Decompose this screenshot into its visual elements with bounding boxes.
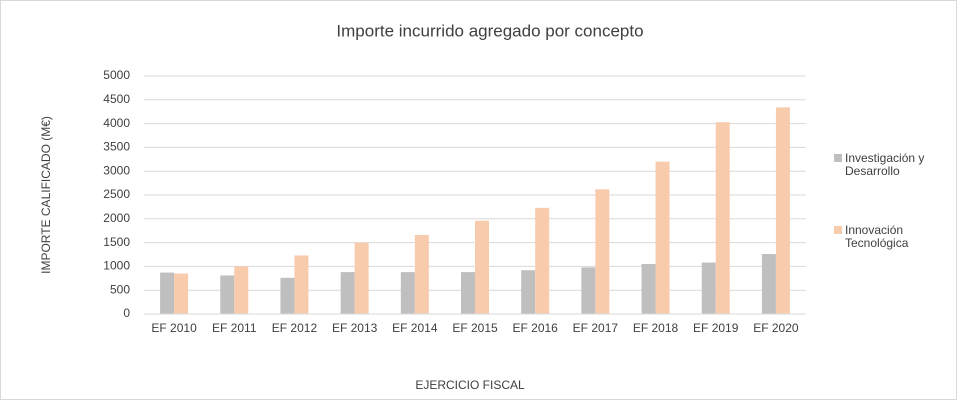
bar	[775, 107, 790, 314]
bar	[595, 189, 610, 314]
y-tick-label: 2500	[103, 187, 130, 201]
bar	[535, 207, 550, 314]
legend-label: Investigación y Desarrollo	[845, 151, 925, 178]
legend-swatch	[834, 226, 842, 234]
bar	[340, 272, 355, 314]
bar	[761, 254, 776, 314]
bar	[234, 266, 249, 314]
bar	[581, 267, 596, 314]
y-tick-label: 0	[123, 306, 130, 320]
x-tick-label: EF 2019	[693, 321, 739, 335]
y-tick-label: 500	[110, 282, 130, 296]
y-tick-label: 1000	[103, 259, 130, 273]
x-tick-label: EF 2011	[212, 321, 257, 335]
x-tick-label: EF 2016	[512, 321, 558, 335]
y-tick-label: 4000	[103, 116, 130, 130]
bar	[294, 255, 309, 314]
bar	[220, 275, 235, 314]
chart-title: Importe incurrido agregado por concepto	[336, 21, 643, 40]
y-tick-label: 2000	[103, 211, 130, 225]
bar	[701, 262, 716, 314]
x-tick-label: EF 2010	[151, 321, 197, 335]
y-tick-label: 5000	[103, 68, 130, 82]
bar	[400, 272, 415, 314]
legend-swatch	[834, 154, 842, 162]
legend-label: Innovación Tecnológica	[845, 223, 909, 250]
y-axis-title: IMPORTE CALIFICADO (M€)	[39, 116, 53, 274]
y-tick-label: 3000	[103, 163, 130, 177]
x-tick-label: EF 2018	[633, 321, 679, 335]
x-tick-label: EF 2020	[753, 321, 799, 335]
bar	[655, 161, 670, 314]
x-tick-label: EF 2017	[573, 321, 619, 335]
x-tick-label: EF 2014	[392, 321, 438, 335]
bar	[160, 272, 175, 314]
y-tick-label: 3500	[103, 140, 130, 154]
x-tick-label: EF 2012	[272, 321, 318, 335]
bar	[461, 272, 475, 314]
bar	[354, 242, 369, 314]
y-tick-label: 4500	[103, 92, 130, 106]
x-tick-label: EF 2015	[452, 321, 498, 335]
bar	[475, 220, 489, 314]
bar	[715, 122, 730, 314]
bar	[174, 273, 189, 314]
x-axis-title: EJERCICIO FISCAL	[415, 378, 525, 392]
x-tick-label: EF 2013	[332, 321, 378, 335]
y-tick-label: 1500	[103, 235, 130, 249]
bar	[280, 277, 295, 314]
bar	[521, 270, 536, 314]
bar	[414, 234, 429, 314]
bar	[641, 264, 656, 314]
